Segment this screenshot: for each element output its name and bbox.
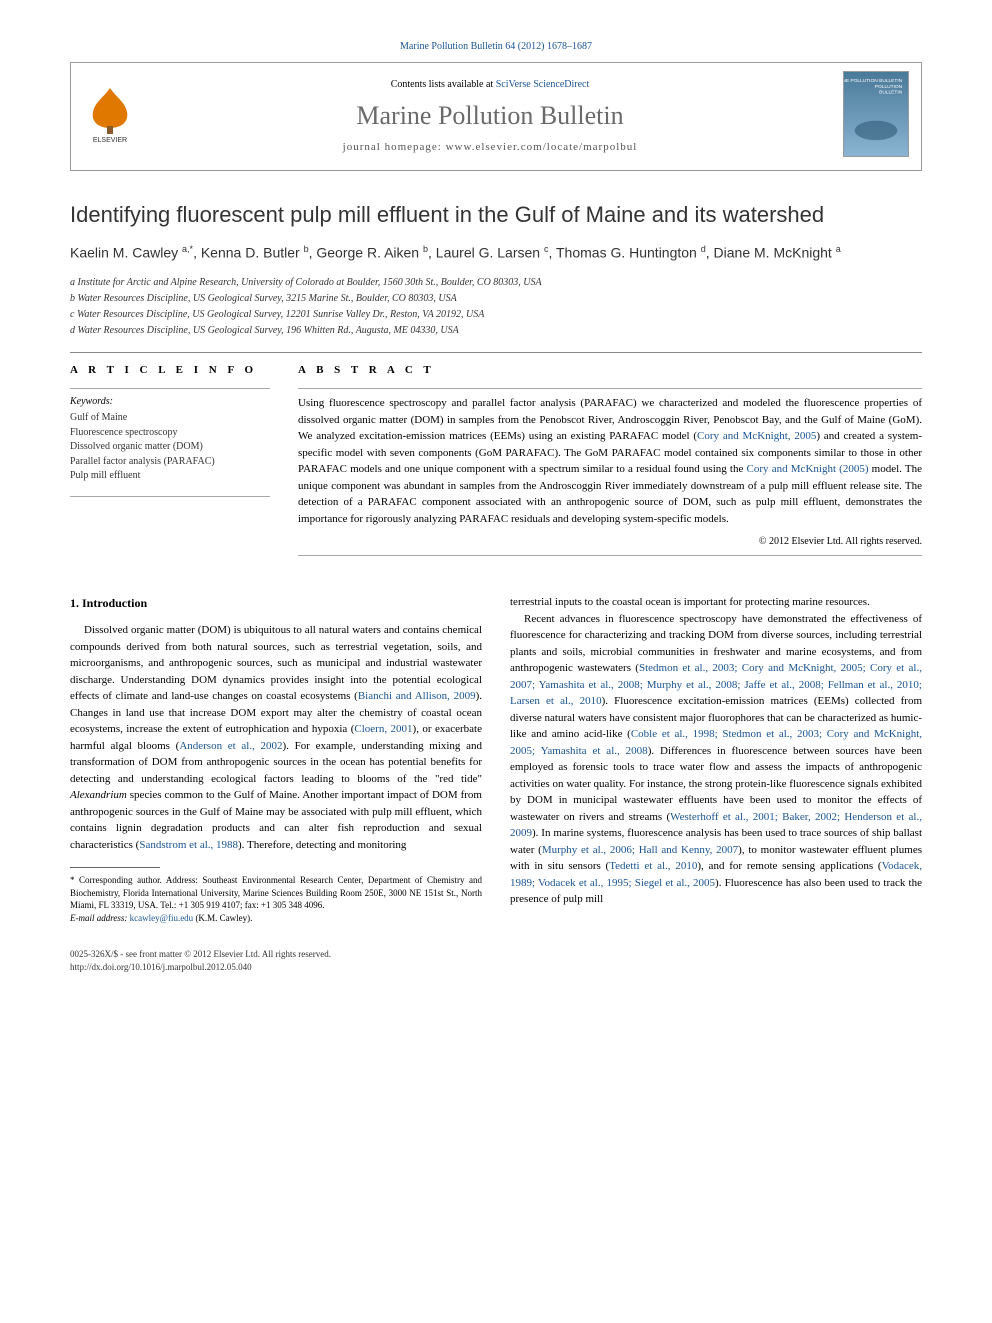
svg-text:BULLETIN: BULLETIN xyxy=(879,90,903,96)
homepage-line: journal homepage: www.elsevier.com/locat… xyxy=(137,140,843,155)
email-label: E-mail address: xyxy=(70,913,127,923)
sciencedirect-link[interactable]: SciVerse ScienceDirect xyxy=(496,79,590,90)
copyright-line: © 2012 Elsevier Ltd. All rights reserved… xyxy=(298,535,922,549)
keyword: Gulf of Maine xyxy=(70,411,270,426)
left-column: 1. Introduction Dissolved organic matter… xyxy=(70,594,482,924)
affiliation: b Water Resources Discipline, US Geologi… xyxy=(70,292,922,306)
issn-line: 0025-326X/$ - see front matter © 2012 El… xyxy=(70,948,331,961)
homepage-url: www.elsevier.com/locate/marpolbul xyxy=(446,141,638,153)
email-line: E-mail address: kcawley@fiu.edu (K.M. Ca… xyxy=(70,912,482,925)
doi-line: http://dx.doi.org/10.1016/j.marpolbul.20… xyxy=(70,961,331,974)
right-column: terrestrial inputs to the coastal ocean … xyxy=(510,594,922,924)
elsevier-logo: ELSEVIER xyxy=(83,84,137,149)
svg-text:ELSEVIER: ELSEVIER xyxy=(93,137,127,144)
affiliation: d Water Resources Discipline, US Geologi… xyxy=(70,324,922,338)
contents-line: Contents lists available at SciVerse Sci… xyxy=(137,78,843,92)
corresponding-author: * Corresponding author. Address: Southea… xyxy=(70,874,482,912)
footer-left: 0025-326X/$ - see front matter © 2012 El… xyxy=(70,948,331,973)
info-abstract-row: A R T I C L E I N F O Keywords: Gulf of … xyxy=(70,363,922,562)
keyword: Pulp mill effluent xyxy=(70,469,270,484)
abstract-heading: A B S T R A C T xyxy=(298,363,922,378)
divider xyxy=(70,496,270,497)
abstract-column: A B S T R A C T Using fluorescence spect… xyxy=(298,363,922,562)
abstract-text: Using fluorescence spectroscopy and para… xyxy=(298,395,922,527)
body-columns: 1. Introduction Dissolved organic matter… xyxy=(70,594,922,924)
email-name: (K.M. Cawley). xyxy=(195,913,252,923)
article-info-column: A R T I C L E I N F O Keywords: Gulf of … xyxy=(70,363,270,562)
affiliation: c Water Resources Discipline, US Geologi… xyxy=(70,308,922,322)
body-paragraph: Dissolved organic matter (DOM) is ubiqui… xyxy=(70,622,482,853)
affiliations: a Institute for Arctic and Alpine Resear… xyxy=(70,276,922,338)
article-title: Identifying fluorescent pulp mill efflue… xyxy=(70,201,922,230)
journal-name: Marine Pollution Bulletin xyxy=(137,98,843,134)
article-info-heading: A R T I C L E I N F O xyxy=(70,363,270,378)
contents-prefix: Contents lists available at xyxy=(391,79,496,90)
journal-cover: MARINE POLLUTION BULLETIN POLLUTION BULL… xyxy=(843,71,909,162)
body-paragraph: Recent advances in fluorescence spectros… xyxy=(510,611,922,908)
svg-text:MARINE POLLUTION BULLETIN: MARINE POLLUTION BULLETIN xyxy=(843,78,903,84)
divider xyxy=(298,388,922,389)
divider xyxy=(298,555,922,556)
homepage-prefix: journal homepage: xyxy=(343,141,446,153)
footnote-separator xyxy=(70,867,160,868)
email-link[interactable]: kcawley@fiu.edu xyxy=(130,913,194,923)
svg-text:POLLUTION: POLLUTION xyxy=(875,84,903,90)
keyword: Fluorescence spectroscopy xyxy=(70,426,270,441)
keyword: Parallel factor analysis (PARAFAC) xyxy=(70,455,270,470)
body-paragraph: terrestrial inputs to the coastal ocean … xyxy=(510,594,922,611)
keywords-label: Keywords: xyxy=(70,395,270,409)
divider xyxy=(70,352,922,353)
journal-reference: Marine Pollution Bulletin 64 (2012) 1678… xyxy=(70,40,922,54)
authors: Kaelin M. Cawley a,*, Kenna D. Butler b,… xyxy=(70,243,922,263)
keyword: Dissolved organic matter (DOM) xyxy=(70,440,270,455)
section-heading: 1. Introduction xyxy=(70,594,482,612)
footer: 0025-326X/$ - see front matter © 2012 El… xyxy=(70,948,922,973)
header-box: ELSEVIER Contents lists available at Sci… xyxy=(70,62,922,171)
divider xyxy=(70,388,270,389)
header-center: Contents lists available at SciVerse Sci… xyxy=(137,78,843,156)
affiliation: a Institute for Arctic and Alpine Resear… xyxy=(70,276,922,290)
